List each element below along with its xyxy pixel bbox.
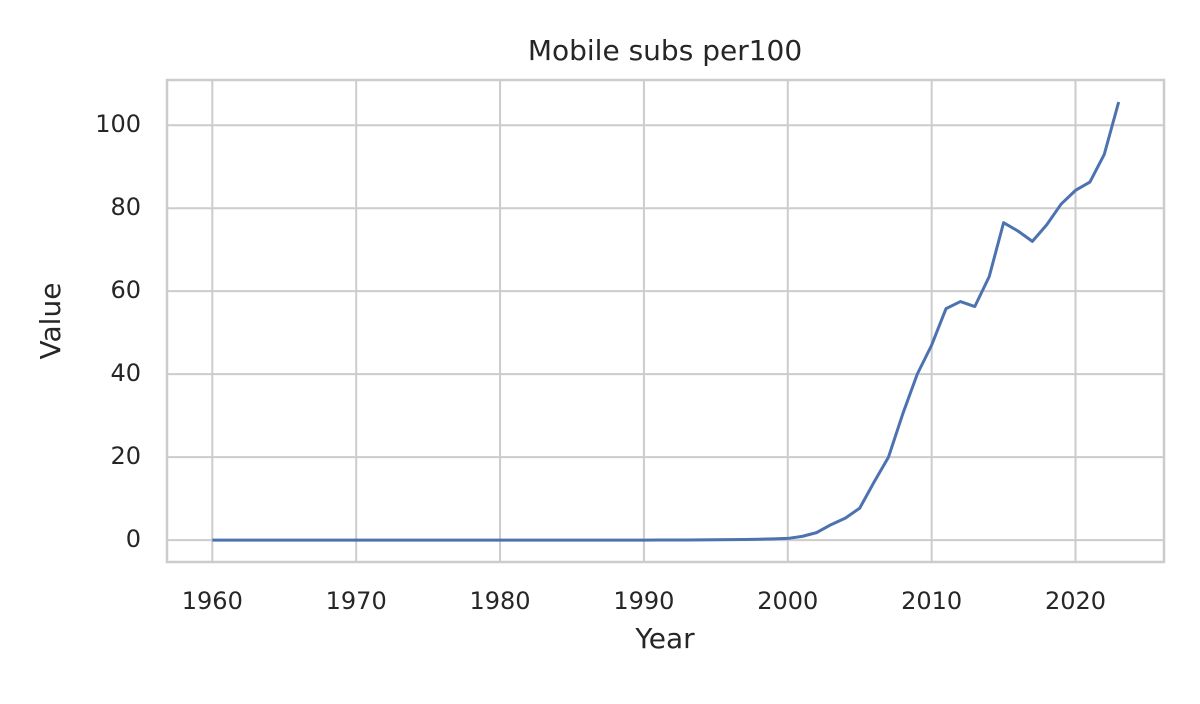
x-tick-label: 2010 [901,587,962,615]
x-axis-label: Year [634,622,695,655]
y-axis-label: Value [34,283,67,360]
y-tick-label: 80 [110,193,141,221]
plot-frame [165,78,1166,564]
y-tick-label: 0 [126,525,141,553]
y-tick-label: 40 [110,359,141,387]
x-tick-label: 2020 [1045,587,1106,615]
x-tick-label: 1960 [182,587,243,615]
data-line [212,101,1121,542]
x-tick-label: 1990 [613,587,674,615]
y-tick-label: 100 [95,110,141,138]
chart-title: Mobile subs per100 [528,34,802,67]
x-tick-label: 1980 [470,587,531,615]
y-tick-label: 60 [110,276,141,304]
y-tick-label: 20 [110,442,141,470]
x-tick-label: 2000 [757,587,818,615]
x-tick-label: 1970 [326,587,387,615]
